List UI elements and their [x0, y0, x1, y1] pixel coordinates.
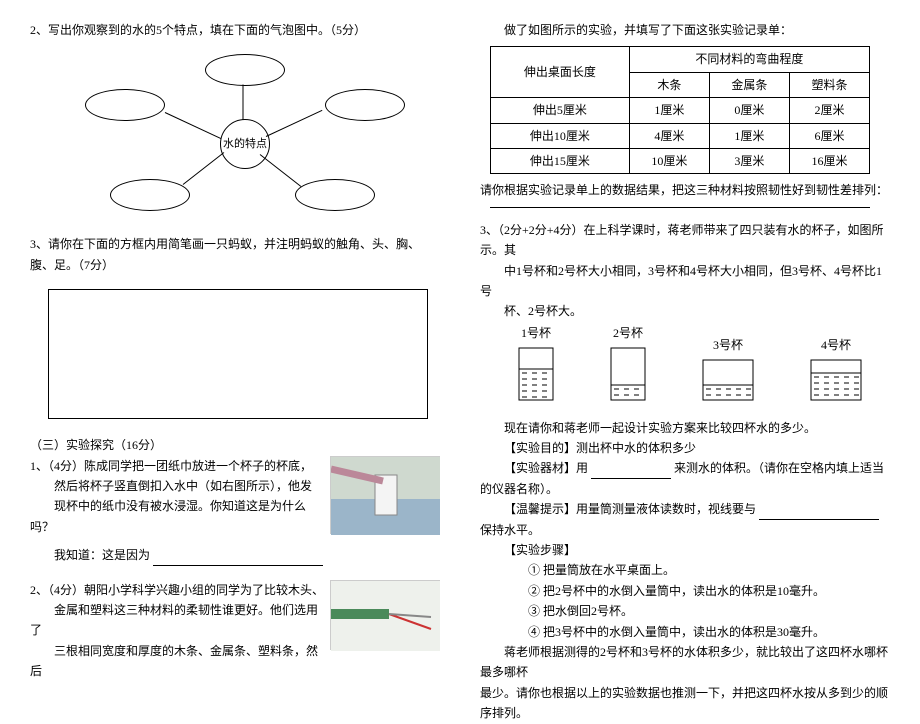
cup-label: 2号杯 [610, 323, 646, 343]
ex2: 2、（4分）朝阳小学科学兴趣小组的同学为了比较木头、 金属和塑料这三种材料的柔韧… [30, 580, 440, 682]
q2-text: 2、写出你观察到的水的5个特点，填在下面的气泡图中。（5分） [30, 20, 440, 40]
th-col: 金属条 [709, 72, 789, 97]
cup-icon [702, 359, 754, 401]
cup: 4号杯 [810, 335, 862, 408]
rq3-l3: 杯、2号杯大。 [480, 301, 890, 321]
cell: 0厘米 [709, 98, 789, 123]
th-bend: 不同材料的弯曲程度 [629, 47, 869, 72]
th-col: 木条 [629, 72, 709, 97]
ex1: 1、（4分）陈成同学把一团纸巾放进一个杯子的杯底， 然后将杯子竖直倒扣入水中（如… [30, 456, 440, 566]
ex1-photo [330, 456, 440, 534]
steps-lbl: 【实验步骤】 [480, 540, 890, 560]
blank[interactable] [153, 554, 323, 566]
bubble-petal [205, 54, 285, 86]
ex1-know-label: 我知道：这是因为 [54, 548, 150, 562]
section3-title: （三）实验探究（16分） [30, 435, 440, 455]
bend-table: 伸出桌面长度 不同材料的弯曲程度 木条 金属条 塑料条 伸出5厘米 1厘米 0厘… [490, 46, 870, 174]
cup-icon [518, 347, 554, 401]
bubble-center-label: 水的特点 [223, 138, 267, 150]
connector [165, 112, 222, 139]
cell: 2厘米 [789, 98, 869, 123]
q3-text: 3、请你在下面的方框内用简笔画一只蚂蚁，并注明蚂蚁的触角、头、胸、腹、足。（7分… [30, 234, 440, 275]
tip-line: 【温馨提示】用量筒测量液体读数时，视线要与 保持水平。 [480, 499, 890, 540]
rq3-now: 现在请你和蒋老师一起设计实验方案来比较四杯水的多少。 [480, 418, 890, 438]
device-lbl: 【实验器材】用 [504, 461, 588, 475]
cup: 1号杯 [518, 323, 554, 408]
purpose: 【实验目的】测出杯中水的体积多少 [480, 438, 890, 458]
cell: 4厘米 [629, 123, 709, 148]
r-top: 做了如图所示的实验，并填写了下面这张实验记录单： [480, 20, 890, 40]
bubble-center: 水的特点 [220, 119, 270, 169]
tip-tail: 保持水平。 [480, 523, 540, 537]
cups-row: 1号杯2号杯3号杯4号杯 [490, 328, 890, 408]
bubble-petal [295, 179, 375, 211]
bubble-petal [325, 89, 405, 121]
th-col: 塑料条 [789, 72, 869, 97]
tail1: 蒋老师根据测得的2号杯和3号杯的水体积多少，就比较出了这四杯水哪杯最多哪杯 [480, 642, 890, 683]
cell: 1厘米 [629, 98, 709, 123]
rq3-l2: 中1号杯和2号杯大小相同，3号杯和4号杯大小相同，但3号杯、4号杯比1号 [480, 261, 890, 302]
bubble-petal [85, 89, 165, 121]
cup-icon [610, 347, 646, 401]
step: ③ 把水倒回2号杯。 [480, 601, 890, 621]
ex1-answer: 我知道：这是因为 [30, 545, 440, 565]
bubble-diagram: 水的特点 [70, 54, 440, 224]
cup-label: 3号杯 [702, 335, 754, 355]
cup-photo-icon [331, 457, 440, 535]
tail2: 最少。请你也根据以上的实验数据也推测一下，并把这四杯水按从多到少的顺序排列。 [480, 683, 890, 724]
cell: 16厘米 [789, 148, 869, 173]
cell: 3厘米 [709, 148, 789, 173]
connector [260, 154, 302, 187]
cell: 10厘米 [629, 148, 709, 173]
step: ① 把量筒放在水平桌面上。 [480, 560, 890, 580]
cell: 伸出15厘米 [491, 148, 630, 173]
cell: 伸出5厘米 [491, 98, 630, 123]
right-column: 做了如图所示的实验，并填写了下面这张实验记录单： 伸出桌面长度 不同材料的弯曲程… [480, 20, 890, 617]
cup-label: 4号杯 [810, 335, 862, 355]
cup: 3号杯 [702, 335, 754, 408]
cell: 伸出10厘米 [491, 123, 630, 148]
th-len: 伸出桌面长度 [491, 47, 630, 98]
cell: 1厘米 [709, 123, 789, 148]
drawing-box [48, 289, 428, 419]
connector [183, 152, 225, 185]
table-row: 伸出10厘米 4厘米 1厘米 6厘米 [491, 123, 870, 148]
left-column: 2、写出你观察到的水的5个特点，填在下面的气泡图中。（5分） 水的特点 3、请你… [30, 20, 440, 617]
blank[interactable] [759, 508, 879, 520]
bubble-petal [110, 179, 190, 211]
cup: 2号杯 [610, 323, 646, 408]
connector [266, 110, 323, 137]
cup-icon [810, 359, 862, 401]
device-line: 【实验器材】用 来测水的体积。（请你在空格内填上适当的仪器名称）。 [480, 458, 890, 499]
tip-lbl: 【温馨提示】用量筒测量液体读数时，视线要与 [504, 502, 756, 516]
table-row: 伸出15厘米 10厘米 3厘米 16厘米 [491, 148, 870, 173]
rq3-l1: 3、（2分+2分+4分）在上科学课时，蒋老师带来了四只装有水的杯子，如图所示。其 [480, 220, 890, 261]
step: ④ 把3号杯中的水倒入量筒中，读出水的体积是30毫升。 [480, 622, 890, 642]
table-row: 伸出5厘米 1厘米 0厘米 2厘米 [491, 98, 870, 123]
step: ② 把2号杯中的水倒入量筒中，读出水的体积是10毫升。 [480, 581, 890, 601]
answer-line[interactable] [490, 207, 870, 208]
blank[interactable] [591, 467, 671, 479]
cup-label: 1号杯 [518, 323, 554, 343]
r-after-table: 请你根据实验记录单上的数据结果，把这三种材料按照韧性好到韧性差排列： [480, 180, 890, 200]
cell: 6厘米 [789, 123, 869, 148]
ex2-photo [330, 580, 440, 650]
connector [243, 85, 244, 120]
bend-photo-icon [331, 581, 440, 651]
